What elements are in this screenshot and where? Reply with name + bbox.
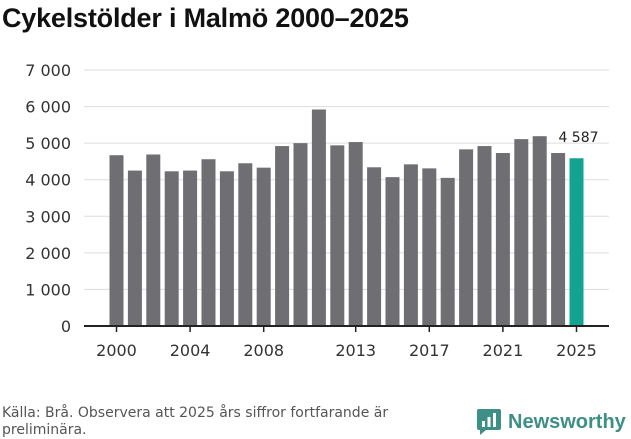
y-tick-label: 4 000: [25, 171, 71, 190]
source-note: Källa: Brå. Observera att 2025 års siffr…: [2, 405, 389, 438]
bar-2011: [311, 109, 326, 326]
chart-title: Cykelstölder i Malmö 2000–2025: [2, 3, 409, 33]
x-axis: 2000 2004 2008 2013 2017 2021 2025: [84, 325, 609, 360]
data-label-2025: 4 587: [558, 130, 598, 146]
bar-2005: [201, 159, 216, 326]
y-tick-label: 5 000: [25, 134, 71, 153]
bar-2024: [551, 153, 566, 326]
bar-2022: [514, 139, 529, 326]
y-tick-label: 0: [61, 317, 71, 336]
y-tick-label: 2 000: [25, 244, 71, 263]
bar-2009: [275, 146, 290, 326]
brand-logo: Newsworthy: [476, 408, 626, 436]
bar-2016: [403, 164, 418, 326]
bar-2017: [422, 168, 437, 326]
x-tick-label: 2025: [556, 341, 597, 360]
bar-2015: [385, 177, 400, 326]
bar-2002: [146, 154, 161, 326]
bar-2020: [477, 146, 492, 326]
newsworthy-logo-icon: [477, 409, 501, 435]
x-tick-label: 2004: [170, 341, 211, 360]
annotations: 4 587: [558, 130, 598, 146]
y-tick-label: 3 000: [25, 207, 71, 226]
bar-2021: [495, 153, 510, 326]
y-tick-label: 6 000: [25, 98, 71, 117]
bar-2019: [459, 149, 474, 326]
bar-2018: [440, 177, 455, 326]
bar-2014: [367, 167, 382, 326]
bar-2012: [330, 145, 345, 326]
x-tick-label: 2008: [243, 341, 284, 360]
y-tick-label: 1 000: [25, 280, 71, 299]
bar-2013: [348, 142, 363, 326]
x-tick-label: 2013: [335, 341, 376, 360]
bar-2000: [109, 155, 124, 326]
bar-2007: [238, 163, 253, 326]
gridlines: [84, 69, 609, 290]
bar-2001: [127, 170, 142, 326]
bar-2008: [256, 167, 271, 326]
y-axis-labels: 0 1 000 2 000 3 000 4 000 5 000 6 000 7 000: [25, 61, 71, 336]
bar-2010: [293, 143, 308, 326]
bars: [109, 109, 584, 326]
x-tick-label: 2017: [409, 341, 450, 360]
bar-2003: [164, 171, 179, 326]
bar-2006: [219, 171, 234, 326]
x-tick-label: 2021: [483, 341, 524, 360]
y-tick-label: 7 000: [25, 61, 71, 80]
bar-2025: [569, 158, 584, 326]
x-tick-label: 2000: [96, 341, 137, 360]
bar-chart: 0 1 000 2 000 3 000 4 000 5 000 6 000 7 000 200…: [25, 61, 609, 360]
bar-2004: [183, 170, 198, 326]
bar-2023: [532, 136, 547, 326]
brand-name: Newsworthy: [508, 410, 626, 433]
